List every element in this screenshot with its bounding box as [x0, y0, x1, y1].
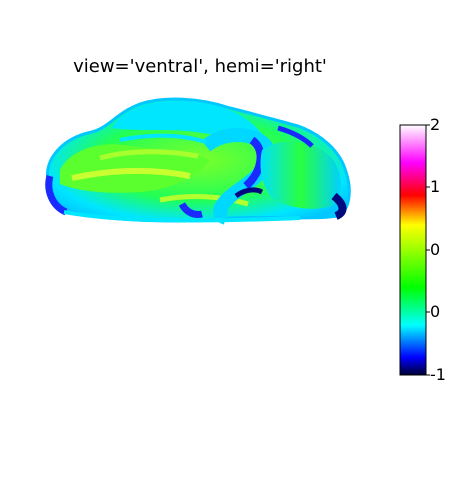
sulcus-top-right: [277, 125, 314, 148]
gyrus-streak-2: [99, 149, 199, 161]
upper-gyrus: [112, 101, 262, 138]
temporal-region: [260, 141, 341, 209]
colorbar-tick-label: 2: [430, 115, 441, 134]
gyrus-streak-1: [71, 167, 191, 181]
cyan-rim-lower: [63, 210, 301, 223]
plot-title: view='ventral', hemi='right': [73, 56, 327, 77]
colorbar-tick-label: -1: [430, 365, 446, 384]
sulcus-bottom-mid: [178, 202, 203, 218]
sulcus-right-edge: [331, 192, 347, 220]
gyrus-streak-3: [159, 194, 249, 207]
cyan-rim-fold: [119, 133, 207, 144]
sulcus-center-dark: [234, 187, 264, 199]
colorbar-tick-label: 0: [430, 302, 441, 321]
colorbar-tick-label: 0: [430, 240, 441, 259]
colorbar-tick-label: 1: [430, 177, 441, 196]
central-fold-dark: [243, 136, 265, 190]
colorbar-gradient: [399, 124, 427, 376]
sulcus-left-edge: [45, 175, 68, 216]
